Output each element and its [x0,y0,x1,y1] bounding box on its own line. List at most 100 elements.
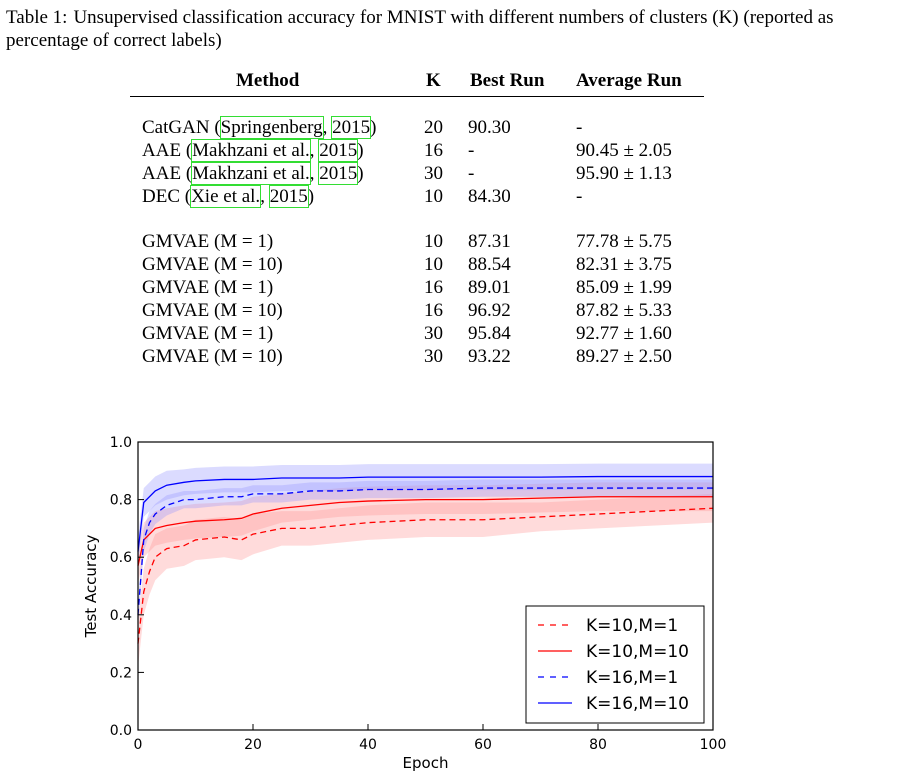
citation-link[interactable]: Makhzani et al. [191,139,311,162]
band-3 [138,463,713,566]
citation-year-link[interactable]: 2015 [318,139,359,162]
best-run-cell: 87.31 [468,231,511,252]
citation-year-link[interactable]: 2015 [318,162,359,185]
x-axis-ticks: 0 20 40 60 80 100 [134,724,727,753]
average-run-cell: 77.78 ± 5.75 [576,231,672,252]
k-cell: 16 [424,300,443,321]
k-cell: 16 [424,140,443,161]
legend-label: K=10,M=10 [586,642,689,662]
citation-year-link[interactable]: 2015 [268,185,309,208]
table-row: AAE (Makhzani et al., 2015) 30 - 95.90 ±… [130,162,704,185]
table-row: GMVAE (M = 1) 30 95.84 92.77 ± 1.60 [130,322,704,345]
chart-legend: K=10,M=1 K=10,M=10 K=16,M=1 K=16,M=10 [525,605,705,724]
x-tick-label: 20 [244,737,262,753]
band-0 [138,493,713,667]
average-run-cell: - [576,117,583,138]
table-row: GMVAE (M = 10) 16 96.92 87.82 ± 5.33 [130,299,704,322]
method-cell: GMVAE (M = 1) [142,231,274,252]
citation-link[interactable]: Makhzani et al. [191,162,311,185]
group-spacer [130,208,704,230]
header-k: K [426,70,441,91]
average-run-cell: 90.45 ± 2.05 [576,140,672,161]
method-cell: GMVAE (M = 10) [142,346,283,367]
accuracy-chart: 0 20 40 60 80 100 0.0 0.2 0.4 0.6 0.8 1.0 Epoch Te… [82,435,727,772]
best-run-cell: - [468,140,475,161]
method-cell: DEC (Xie et al., 2015) [142,185,315,208]
table-row: DEC (Xie et al., 2015) 10 84.30 - [130,185,704,208]
x-tick-label: 0 [134,737,143,753]
band-1 [138,482,713,584]
average-run-cell: 85.09 ± 1.99 [576,277,672,298]
y-tick-label: 0.4 [110,608,132,624]
results-table: Method K Best Run Average Run CatGAN (Sp… [130,70,704,367]
best-run-cell: 93.22 [468,346,511,367]
header-best-run: Best Run [470,70,545,91]
x-tick-label: 100 [700,737,727,753]
k-cell: 10 [424,186,443,207]
header-method: Method [236,70,300,91]
method-cell: AAE (Makhzani et al., 2015) [142,162,364,185]
average-run-cell: 89.27 ± 2.50 [576,346,672,367]
header-average-run: Average Run [576,70,682,91]
k-cell: 30 [424,163,443,184]
k-cell: 30 [424,323,443,344]
method-cell: GMVAE (M = 1) [142,277,274,298]
series-line-1 [137,496,713,566]
k-cell: 10 [424,254,443,275]
caption-text: Unsupervised classification accuracy for… [6,7,834,51]
method-cell: AAE (Makhzani et al., 2015) [142,139,364,162]
header-rule [130,96,704,97]
confidence-bands [138,463,713,667]
x-tick-label: 60 [474,737,492,753]
table-row: GMVAE (M = 10) 30 93.22 89.27 ± 2.50 [130,345,704,368]
best-run-cell: 95.84 [468,323,511,344]
series-line-0 [137,507,714,644]
table-row: GMVAE (M = 10) 10 88.54 82.31 ± 3.75 [130,253,704,276]
legend-label: K=10,M=1 [586,616,678,636]
best-run-cell: 90.30 [468,117,511,138]
y-tick-label: 0.2 [110,665,132,681]
table-row: CatGAN (Springenberg, 2015) 20 90.30 - [130,116,704,139]
average-run-cell: 92.77 ± 1.60 [576,323,672,344]
average-run-cell: 95.90 ± 1.13 [576,163,672,184]
method-cell: GMVAE (M = 10) [142,300,283,321]
table-row: GMVAE (M = 1) 10 87.31 77.78 ± 5.75 [130,230,704,253]
average-run-cell: 87.82 ± 5.33 [576,300,672,321]
y-axis-label: Test Accuracy [82,534,100,638]
x-tick-label: 40 [359,737,377,753]
best-run-cell: 89.01 [468,277,511,298]
table-header-row: Method K Best Run Average Run [130,70,704,96]
table-caption: Table 1: Unsupervised classification accu… [6,6,906,52]
method-cell: CatGAN (Springenberg, 2015) [142,116,377,139]
citation-link[interactable]: Springenberg [219,116,324,139]
y-tick-label: 0.8 [110,493,132,509]
table-row: GMVAE (M = 1) 16 89.01 85.09 ± 1.99 [130,276,704,299]
average-run-cell: 82.31 ± 3.75 [576,254,672,275]
x-axis-label: Epoch [403,754,449,772]
citation-link[interactable]: Xie et al. [190,185,262,208]
best-run-cell: - [468,163,475,184]
citation-year-link[interactable]: 2015 [331,116,372,139]
table-body: CatGAN (Springenberg, 2015) 20 90.30 - A… [130,116,704,368]
y-axis-ticks: 0.0 0.2 0.4 0.6 0.8 1.0 [110,435,144,739]
k-cell: 16 [424,277,443,298]
k-cell: 20 [424,117,443,138]
best-run-cell: 88.54 [468,254,511,275]
caption-label: Table 1: [6,7,68,28]
plot-frame [137,441,714,731]
y-tick-label: 1.0 [110,435,132,451]
x-tick-label: 80 [589,737,607,753]
best-run-cell: 96.92 [468,300,511,321]
k-cell: 30 [424,346,443,367]
legend-label: K=16,M=1 [586,668,678,688]
y-tick-label: 0.6 [110,550,132,566]
average-run-cell: - [576,186,583,207]
series-lines [137,475,714,644]
band-2 [138,479,713,627]
method-cell: GMVAE (M = 10) [142,254,283,275]
best-run-cell: 84.30 [468,186,511,207]
y-tick-label: 0.0 [110,723,132,739]
table-row: AAE (Makhzani et al., 2015) 16 - 90.45 ±… [130,139,704,162]
legend-label: K=16,M=10 [586,694,689,714]
k-cell: 10 [424,231,443,252]
